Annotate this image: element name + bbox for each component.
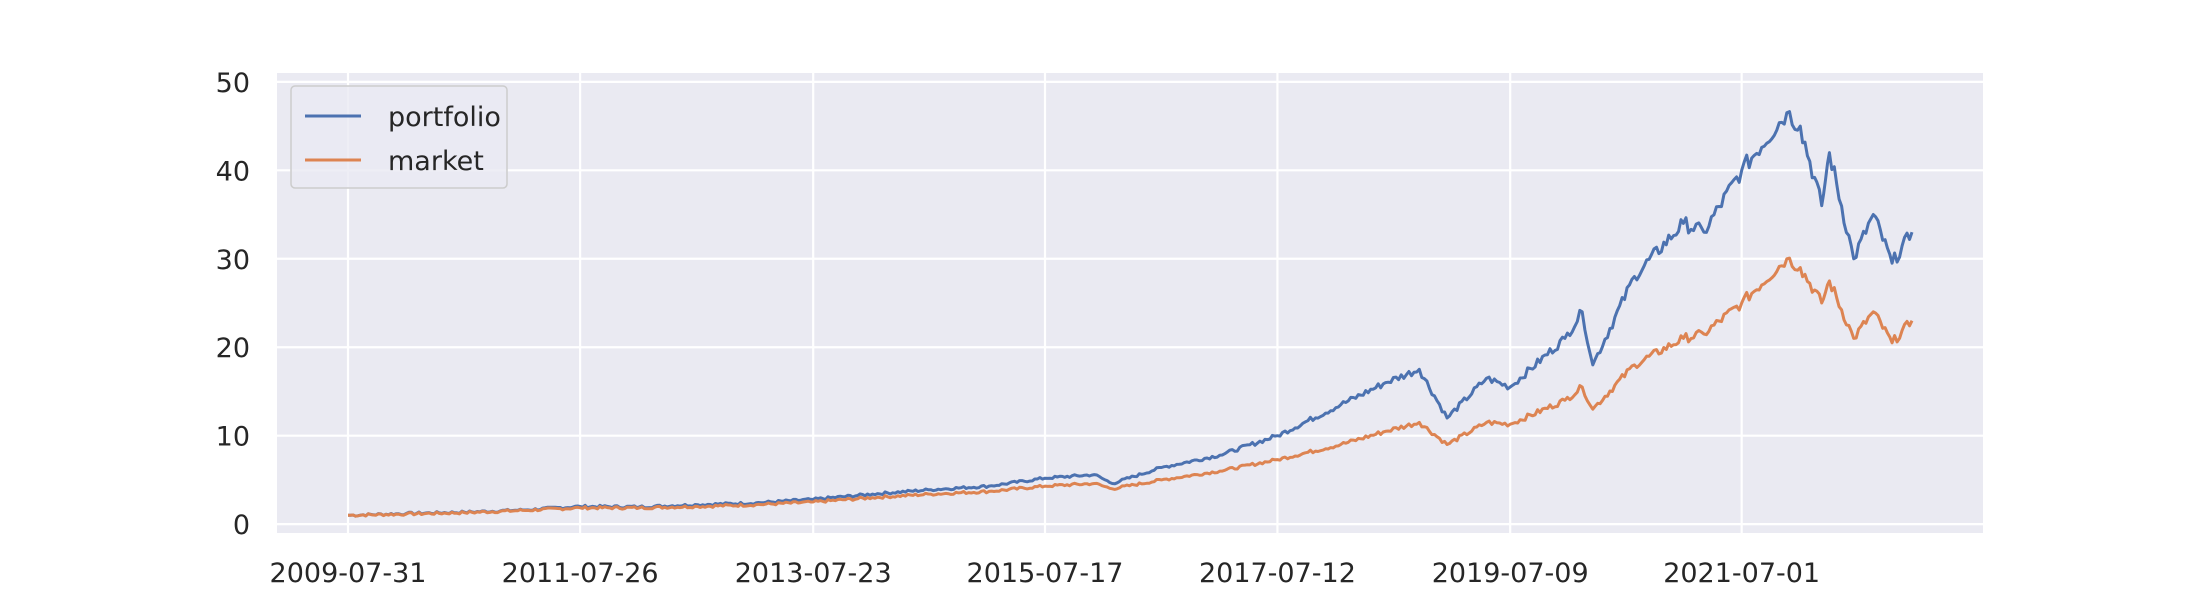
x-tick-label: 2021-07-01 xyxy=(1663,558,1820,589)
y-tick-label: 50 xyxy=(216,68,250,99)
legend: portfolio market xyxy=(290,85,508,189)
y-tick-label: 40 xyxy=(216,156,250,187)
x-tick-label: 2011-07-26 xyxy=(502,558,659,589)
y-tick-label: 20 xyxy=(216,333,250,364)
y-tick-label: 0 xyxy=(233,510,250,541)
legend-box xyxy=(290,85,508,189)
x-tick-label: 2015-07-17 xyxy=(967,558,1124,589)
y-tick-label: 30 xyxy=(216,245,250,276)
y-tick-label: 10 xyxy=(216,422,250,453)
plot-background xyxy=(277,73,1983,533)
x-tick-label: 2019-07-09 xyxy=(1432,558,1589,589)
legend-label-portfolio: portfolio xyxy=(388,102,501,133)
x-tick-label: 2009-07-31 xyxy=(270,558,427,589)
legend-label-market: market xyxy=(388,146,484,177)
x-tick-label: 2013-07-23 xyxy=(735,558,892,589)
series-layer xyxy=(348,110,1914,518)
series-line-market xyxy=(348,256,1914,518)
tick-layer: 0 10 20 30 40 50 2009-07-31 2011-07-26 2013-07-2… xyxy=(216,68,1820,589)
x-tick-label: 2017-07-12 xyxy=(1199,558,1356,589)
